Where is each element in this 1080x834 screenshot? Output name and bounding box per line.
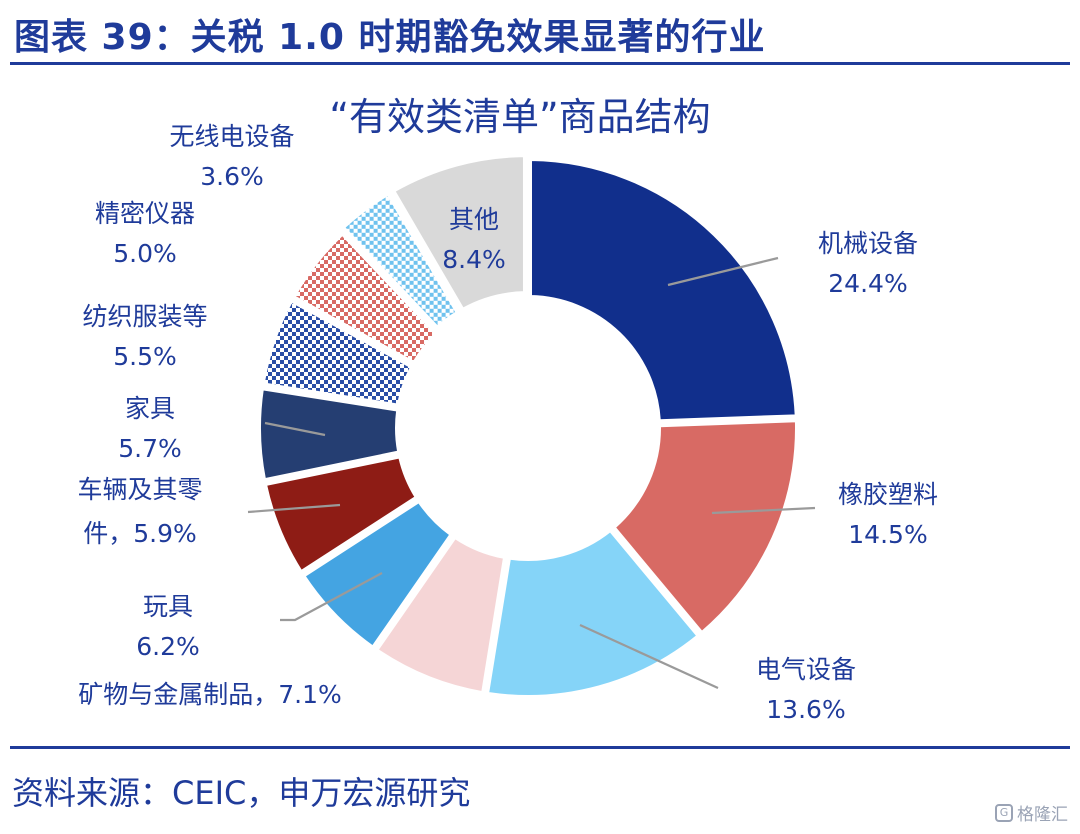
slice-name-2: 橡胶塑料: [838, 480, 938, 509]
watermark-logo-icon: G: [995, 803, 1013, 822]
donut-slice-6: [264, 456, 417, 573]
slice-value-2: 14.5%: [848, 520, 927, 549]
donut-chart: “有效类清单”商品结构 机械设备 24.4% 橡胶塑料 14.5% 电气设备 13.6% 矿…: [77, 95, 938, 724]
slice-value-5: 6.2%: [136, 632, 200, 661]
slice-name-3: 电气设备: [756, 655, 856, 684]
slice-label-4: 矿物与金属制品，7.1%: [78, 680, 342, 709]
slice-name-9: 精密仪器: [95, 199, 195, 228]
slice-name-5: 玩具: [143, 592, 193, 621]
leader-line-5: [280, 572, 383, 622]
source-note: 资料来源：CEIC，申万宏源研究: [12, 774, 471, 812]
slice-name-10: 无线电设备: [169, 122, 294, 151]
slice-name-8: 纺织服装等: [82, 302, 207, 331]
donut-slice-9: [293, 233, 437, 364]
slice-value-10: 3.6%: [200, 162, 264, 191]
slice-value-7: 5.7%: [118, 434, 182, 463]
footer-rule: [10, 746, 1070, 749]
slice-value-11: 8.4%: [442, 245, 506, 274]
donut-slice-10: [342, 193, 458, 329]
watermark-text: 格隆汇: [1017, 805, 1068, 825]
slice-value-6: 件，5.9%: [83, 519, 197, 548]
watermark: G 格隆汇: [995, 800, 1068, 825]
donut-slice-7: [259, 388, 400, 481]
slice-value-1: 24.4%: [828, 269, 907, 298]
donut-slice-1: [530, 159, 797, 422]
leader-line-3: [579, 623, 719, 690]
leader-line-1: [667, 256, 779, 287]
leader-line-7: [264, 421, 326, 437]
donut-slice-4: [376, 536, 506, 694]
slice-value-3: 13.6%: [766, 695, 845, 724]
leader-line-2: [711, 506, 816, 515]
chart-title: “有效类清单”商品结构: [329, 95, 710, 139]
slice-value-9: 5.0%: [113, 239, 177, 268]
slice-name-6: 车辆及其零: [77, 475, 202, 504]
title-rule: [10, 62, 1070, 65]
leader-line-6: [247, 503, 341, 514]
slice-name-11: 其他: [449, 205, 499, 234]
figure-title: 图表 39：关税 1.0 时期豁免效果显著的行业: [14, 17, 766, 58]
donut-slice-2: [613, 420, 797, 634]
slice-name-7: 家具: [125, 394, 175, 423]
slice-name-1: 机械设备: [818, 229, 918, 258]
slice-value-8: 5.5%: [113, 342, 177, 371]
donut-slice-8: [262, 300, 413, 406]
donut-slice-11: [393, 155, 525, 311]
